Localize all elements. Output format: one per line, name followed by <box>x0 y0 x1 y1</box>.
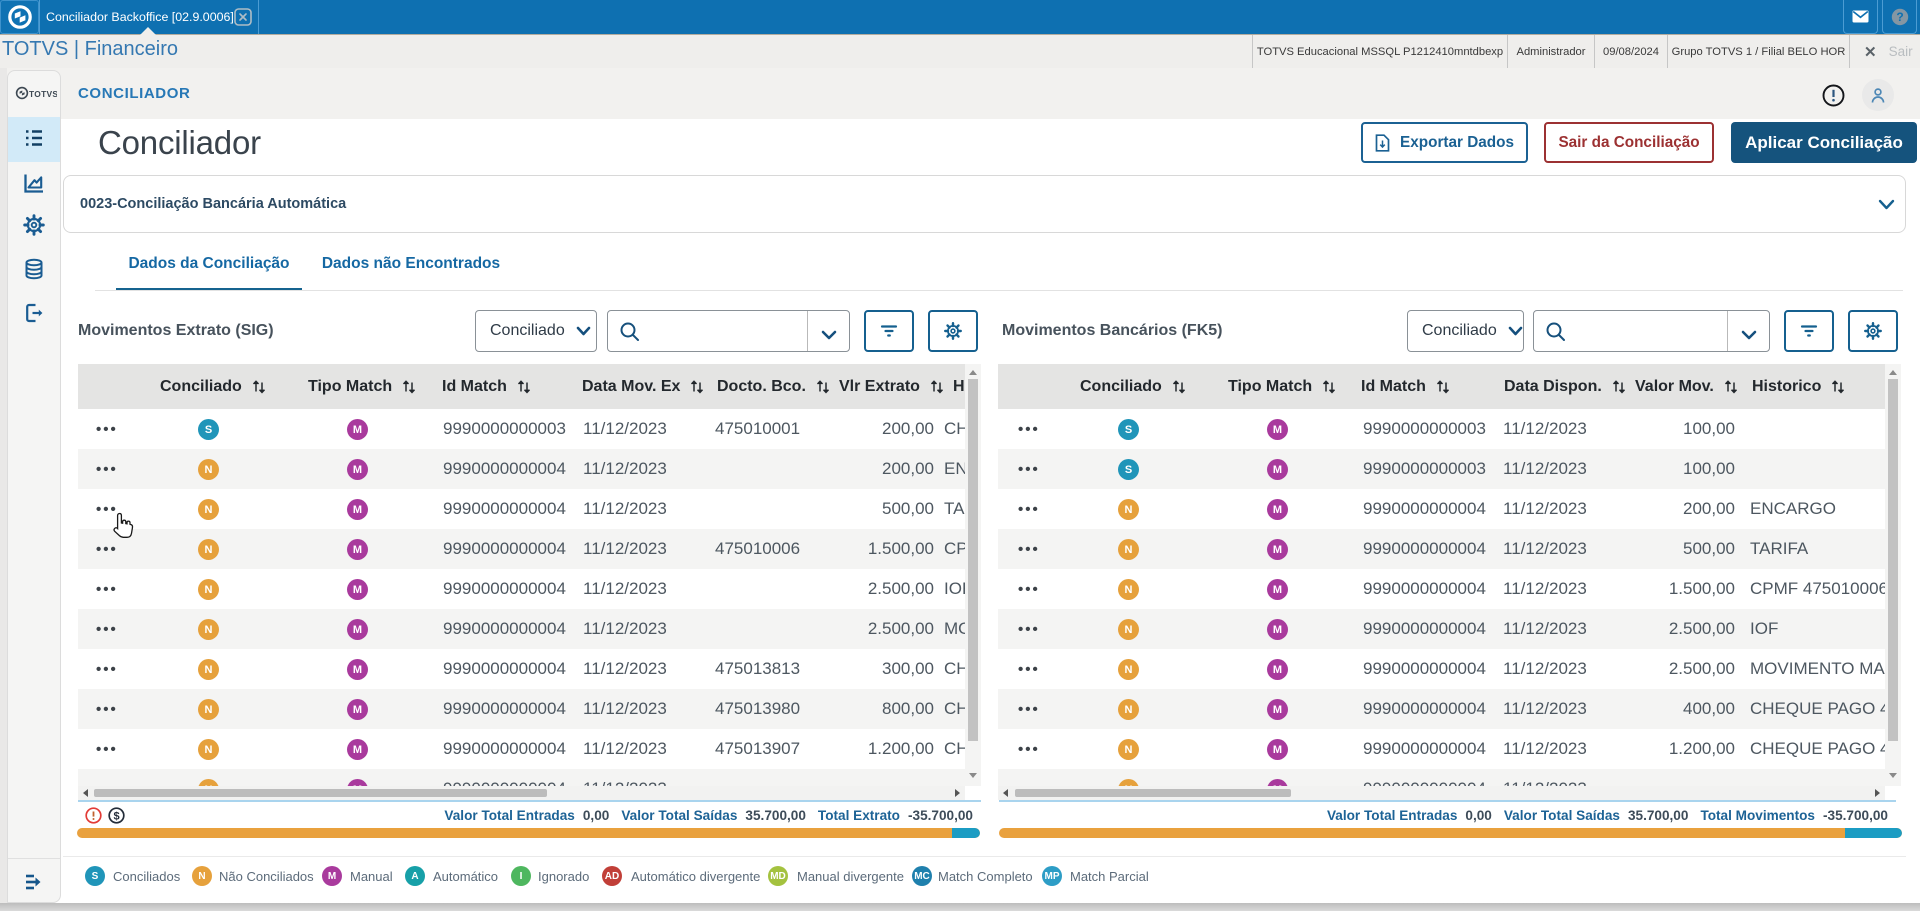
svg-text:TOTVS: TOTVS <box>29 89 57 99</box>
svg-text:?: ? <box>1896 10 1903 24</box>
svg-text:$: $ <box>113 810 119 822</box>
